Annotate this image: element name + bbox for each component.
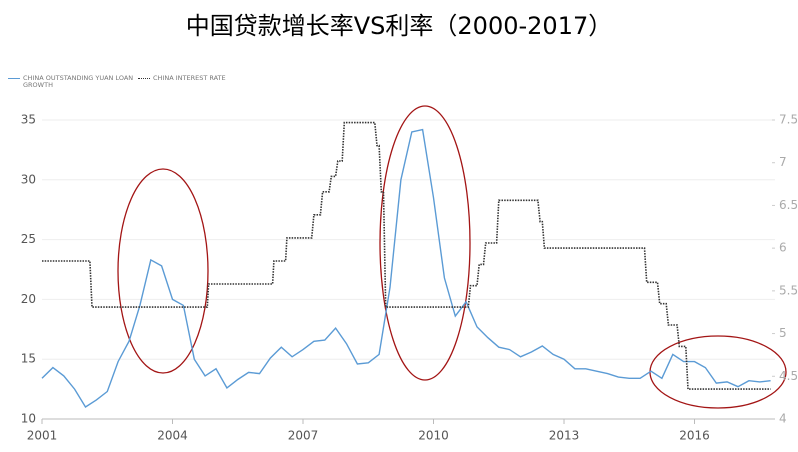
x-tick-label: 2007 xyxy=(288,429,319,443)
y2-tick-label: 5.5 xyxy=(779,283,798,297)
legend-label: CHINA INTEREST RATE xyxy=(153,74,226,82)
y-tick-label: 10 xyxy=(21,412,36,426)
legend-swatch xyxy=(8,78,20,79)
y-tick-label: 30 xyxy=(21,172,36,186)
series-line xyxy=(42,121,771,390)
y-tick-label: 20 xyxy=(21,292,36,306)
x-tick-label: 2010 xyxy=(418,429,449,443)
annotation-ellipse xyxy=(649,335,787,409)
x-tick-label: 2016 xyxy=(679,429,710,443)
y2-tick-label: 7 xyxy=(779,155,787,169)
series-line xyxy=(41,128,771,408)
y2-tick-label: 4.5 xyxy=(779,369,798,383)
legend-swatch xyxy=(138,78,150,79)
y2-tick-label: 6 xyxy=(779,241,787,255)
y-tick-label: 15 xyxy=(21,352,36,366)
annotation-ellipse xyxy=(117,168,209,374)
annotation-ellipse xyxy=(379,105,471,381)
chart-title: 中国贷款增长率VS利率（2000-2017） xyxy=(185,12,613,40)
legend-item: CHINA OUTSTANDING YUAN LOAN GROWTH xyxy=(8,75,148,89)
y2-tick-label: 4 xyxy=(779,412,787,426)
y-tick-label: 35 xyxy=(21,113,36,127)
x-tick-label: 2001 xyxy=(27,429,58,443)
y2-tick-label: 6.5 xyxy=(779,198,798,212)
y-tick-label: 25 xyxy=(21,232,36,246)
legend-label: CHINA OUTSTANDING YUAN LOAN GROWTH xyxy=(23,74,134,89)
legend-item: CHINA INTEREST RATE xyxy=(138,75,278,82)
y2-tick-label: 5 xyxy=(779,326,787,340)
x-tick-label: 2004 xyxy=(157,429,188,443)
y2-tick-label: 7.5 xyxy=(779,113,798,127)
x-tick-label: 2013 xyxy=(549,429,580,443)
